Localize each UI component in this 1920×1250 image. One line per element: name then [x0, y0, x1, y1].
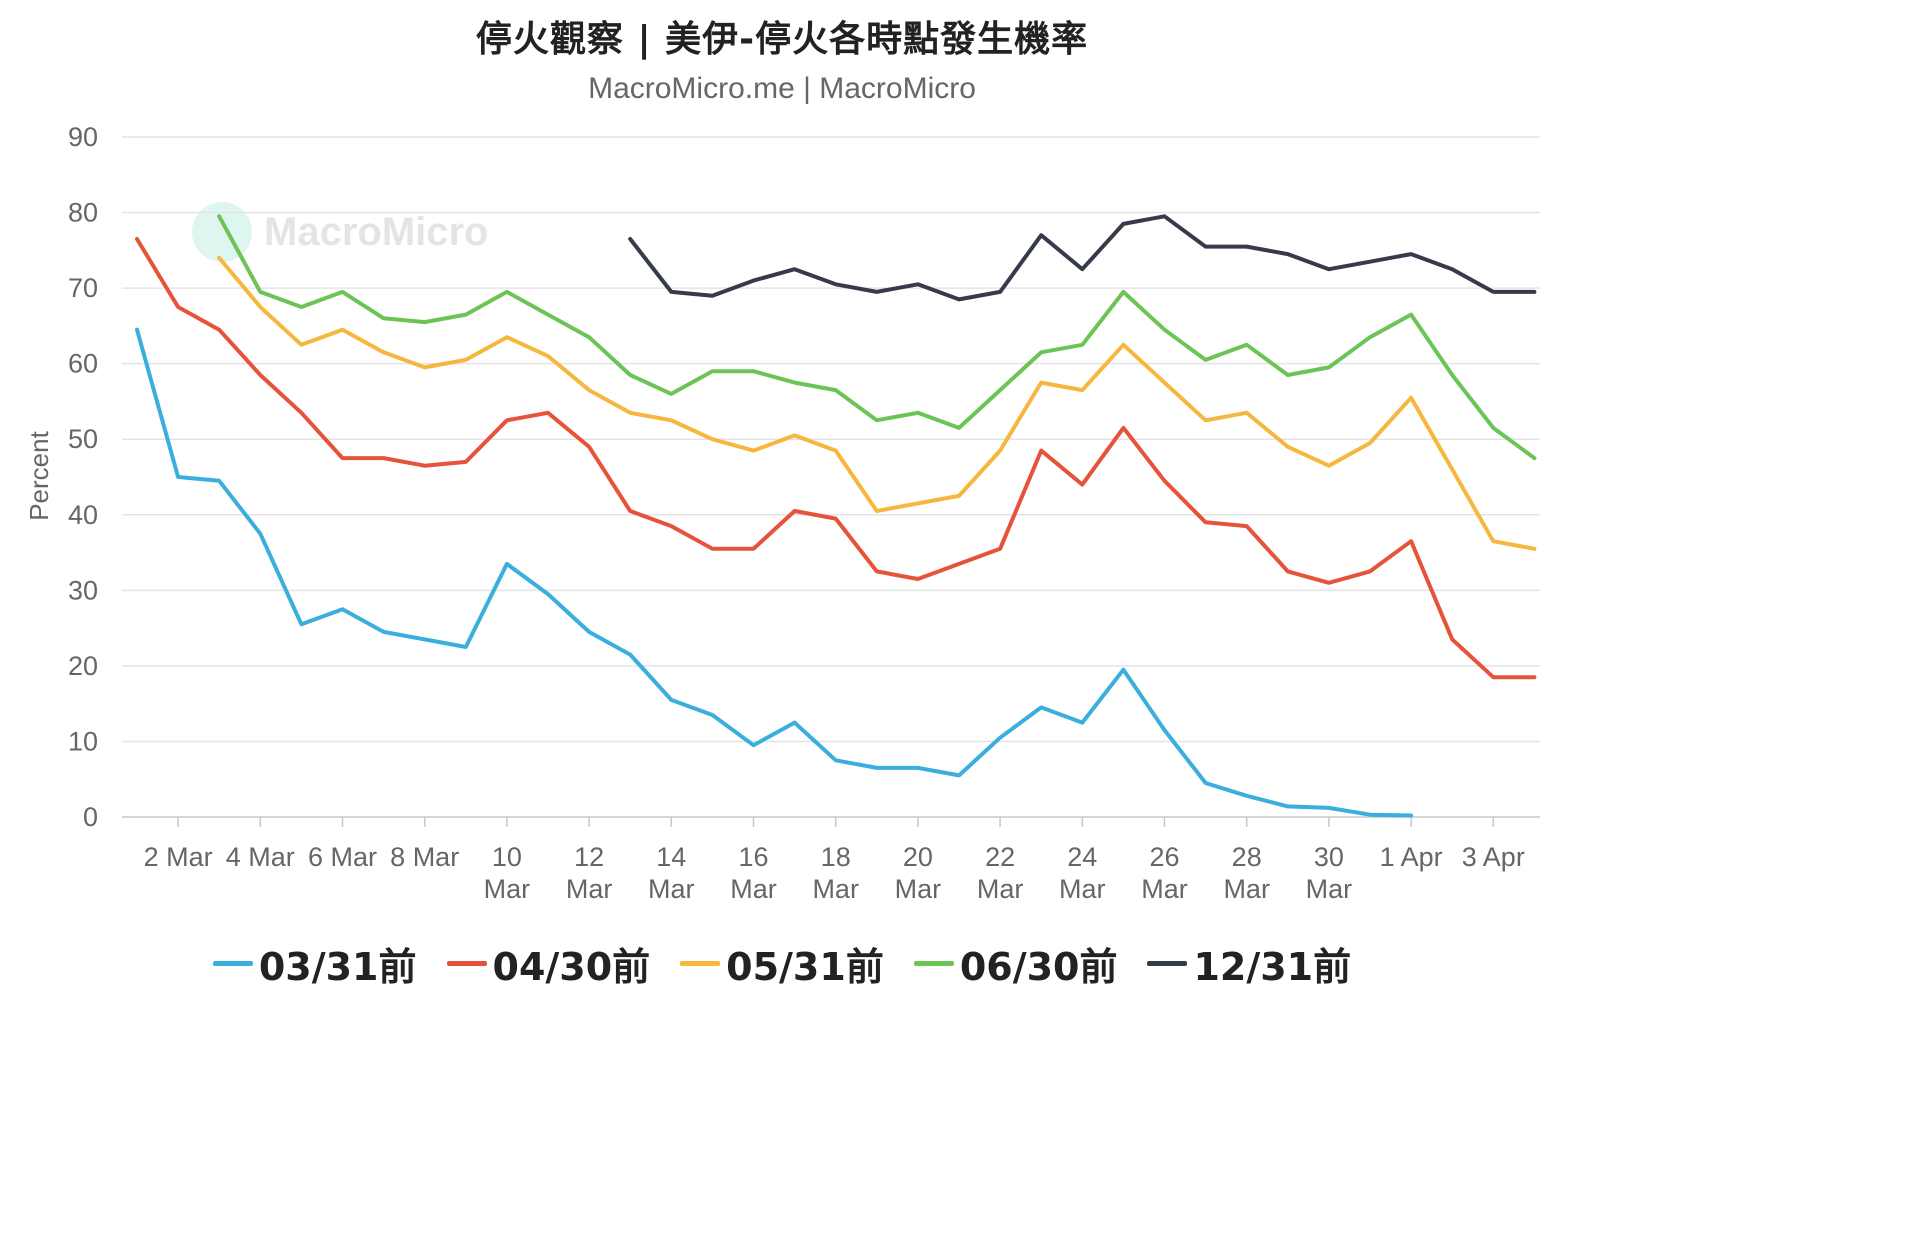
legend-swatch [680, 961, 721, 966]
x-tick-label-line: 24 [1067, 842, 1097, 872]
x-tick-label: 12 Mar [566, 842, 613, 904]
watermark-text: MacroMicro [264, 209, 489, 254]
series-line-2 [135, 237, 1537, 680]
y-axis-label: Percent [24, 430, 54, 520]
x-tick-label-line: 30 [1314, 842, 1344, 872]
x-tick-label-line: Mar [648, 874, 695, 904]
legend-label: 12/31前 [1193, 945, 1352, 989]
x-tick-label: 18 Mar [812, 842, 859, 904]
x-tick-label-line: 2 Mar [144, 842, 213, 872]
x-tick-label-line: 18 [821, 842, 851, 872]
x-tick-label-line: 20 [903, 842, 933, 872]
x-tick-label-line: 1 Apr [1380, 842, 1443, 872]
series-line-1 [135, 327, 1414, 818]
legend-item[interactable]: 12/31前 [1147, 936, 1351, 991]
y-tick-label: 50 [68, 424, 98, 454]
y-tick-label: 80 [68, 198, 98, 228]
x-tick-label-line: 8 Mar [390, 842, 459, 872]
x-tick-label-line: Mar [1223, 874, 1270, 904]
y-tick-label: 40 [68, 500, 98, 530]
chart-subtitle: MacroMicro.me | MacroMicro [588, 72, 976, 105]
series-lines [135, 214, 1537, 818]
legend-label: 03/31前 [258, 945, 417, 989]
x-tick-label-line: 12 [574, 842, 604, 872]
x-tick-label-line: Mar [1059, 874, 1106, 904]
line-chart: 0 10 20 30 40 50 60 70 80 90 2 Mar 4 Mar 6 Mar 8 Mar… [24, 122, 1540, 904]
grid-lines [122, 136, 1540, 818]
x-tick-label-line: 3 Apr [1462, 842, 1525, 872]
legend-label: 04/30前 [492, 945, 651, 989]
x-tick-label: 2 Mar [144, 842, 213, 872]
x-tick-label: 24 Mar [1059, 842, 1106, 904]
x-tick-label-line: Mar [484, 874, 531, 904]
legend-label: 05/31前 [726, 945, 884, 989]
x-tick-label-line: 16 [738, 842, 768, 872]
legend-item[interactable]: 03/31前 [212, 936, 417, 991]
y-tick-label: 0 [83, 802, 98, 832]
x-tick-label-line: 14 [656, 842, 686, 872]
legend-swatch [212, 961, 253, 966]
series-line-4 [217, 214, 1537, 461]
legend-item[interactable]: 04/30前 [446, 936, 651, 991]
x-tick-label: 22 Mar [977, 842, 1024, 904]
x-tick-label-line: Mar [730, 874, 777, 904]
x-tick-label-line: Mar [812, 874, 859, 904]
y-tick-label: 20 [68, 651, 98, 681]
legend: 03/31前 04/30前 05/31前 06/30前 12/31前 [0, 936, 1564, 991]
x-tick-label-line: 28 [1232, 842, 1262, 872]
legend-item[interactable]: 06/30前 [913, 936, 1118, 991]
legend-swatch [446, 961, 487, 966]
y-tick-label: 60 [68, 349, 98, 379]
x-tick-label: 1 Apr [1380, 842, 1443, 872]
legend-label: 06/30前 [959, 945, 1118, 989]
x-tick-label: 30 Mar [1306, 842, 1353, 904]
x-tick-label-line: Mar [566, 874, 613, 904]
y-tick-label: 10 [68, 726, 98, 756]
y-tick-label: 90 [68, 122, 98, 152]
x-tick-label: 10 Mar [484, 842, 531, 904]
x-tick-label-line: 6 Mar [308, 842, 377, 872]
x-tick-label: 26 Mar [1141, 842, 1188, 904]
x-tick-label-line: Mar [977, 874, 1024, 904]
x-tick-label: 28 Mar [1223, 842, 1270, 904]
x-tick-label: 4 Mar [226, 842, 295, 872]
y-tick-label: 70 [68, 273, 98, 303]
legend-swatch [1147, 961, 1188, 966]
series-line-5 [628, 214, 1537, 302]
x-tick-label: 20 Mar [895, 842, 942, 904]
x-tick-label-line: Mar [1306, 874, 1353, 904]
legend-swatch [913, 961, 954, 966]
x-tick-label: 8 Mar [390, 842, 459, 872]
x-tick-label-line: 26 [1149, 842, 1179, 872]
x-tick-label: 3 Apr [1462, 842, 1525, 872]
x-tick-label: 16 Mar [730, 842, 777, 904]
y-axis-ticks: 0 10 20 30 40 50 60 70 80 90 [68, 122, 98, 832]
chart-title: 停火觀察 | 美伊-停火各時點發生機率 [475, 19, 1089, 60]
x-tick-label-line: 22 [985, 842, 1015, 872]
x-tick-label-line: Mar [895, 874, 942, 904]
legend-item[interactable]: 05/31前 [680, 936, 884, 991]
x-tick-label-line: 4 Mar [226, 842, 295, 872]
x-tick-label-line: 10 [492, 842, 522, 872]
x-tick-label: 6 Mar [308, 842, 377, 872]
x-tick-label: 14 Mar [648, 842, 695, 904]
series-line-3 [217, 255, 1537, 551]
y-tick-label: 30 [68, 575, 98, 605]
x-tick-label-line: Mar [1141, 874, 1188, 904]
